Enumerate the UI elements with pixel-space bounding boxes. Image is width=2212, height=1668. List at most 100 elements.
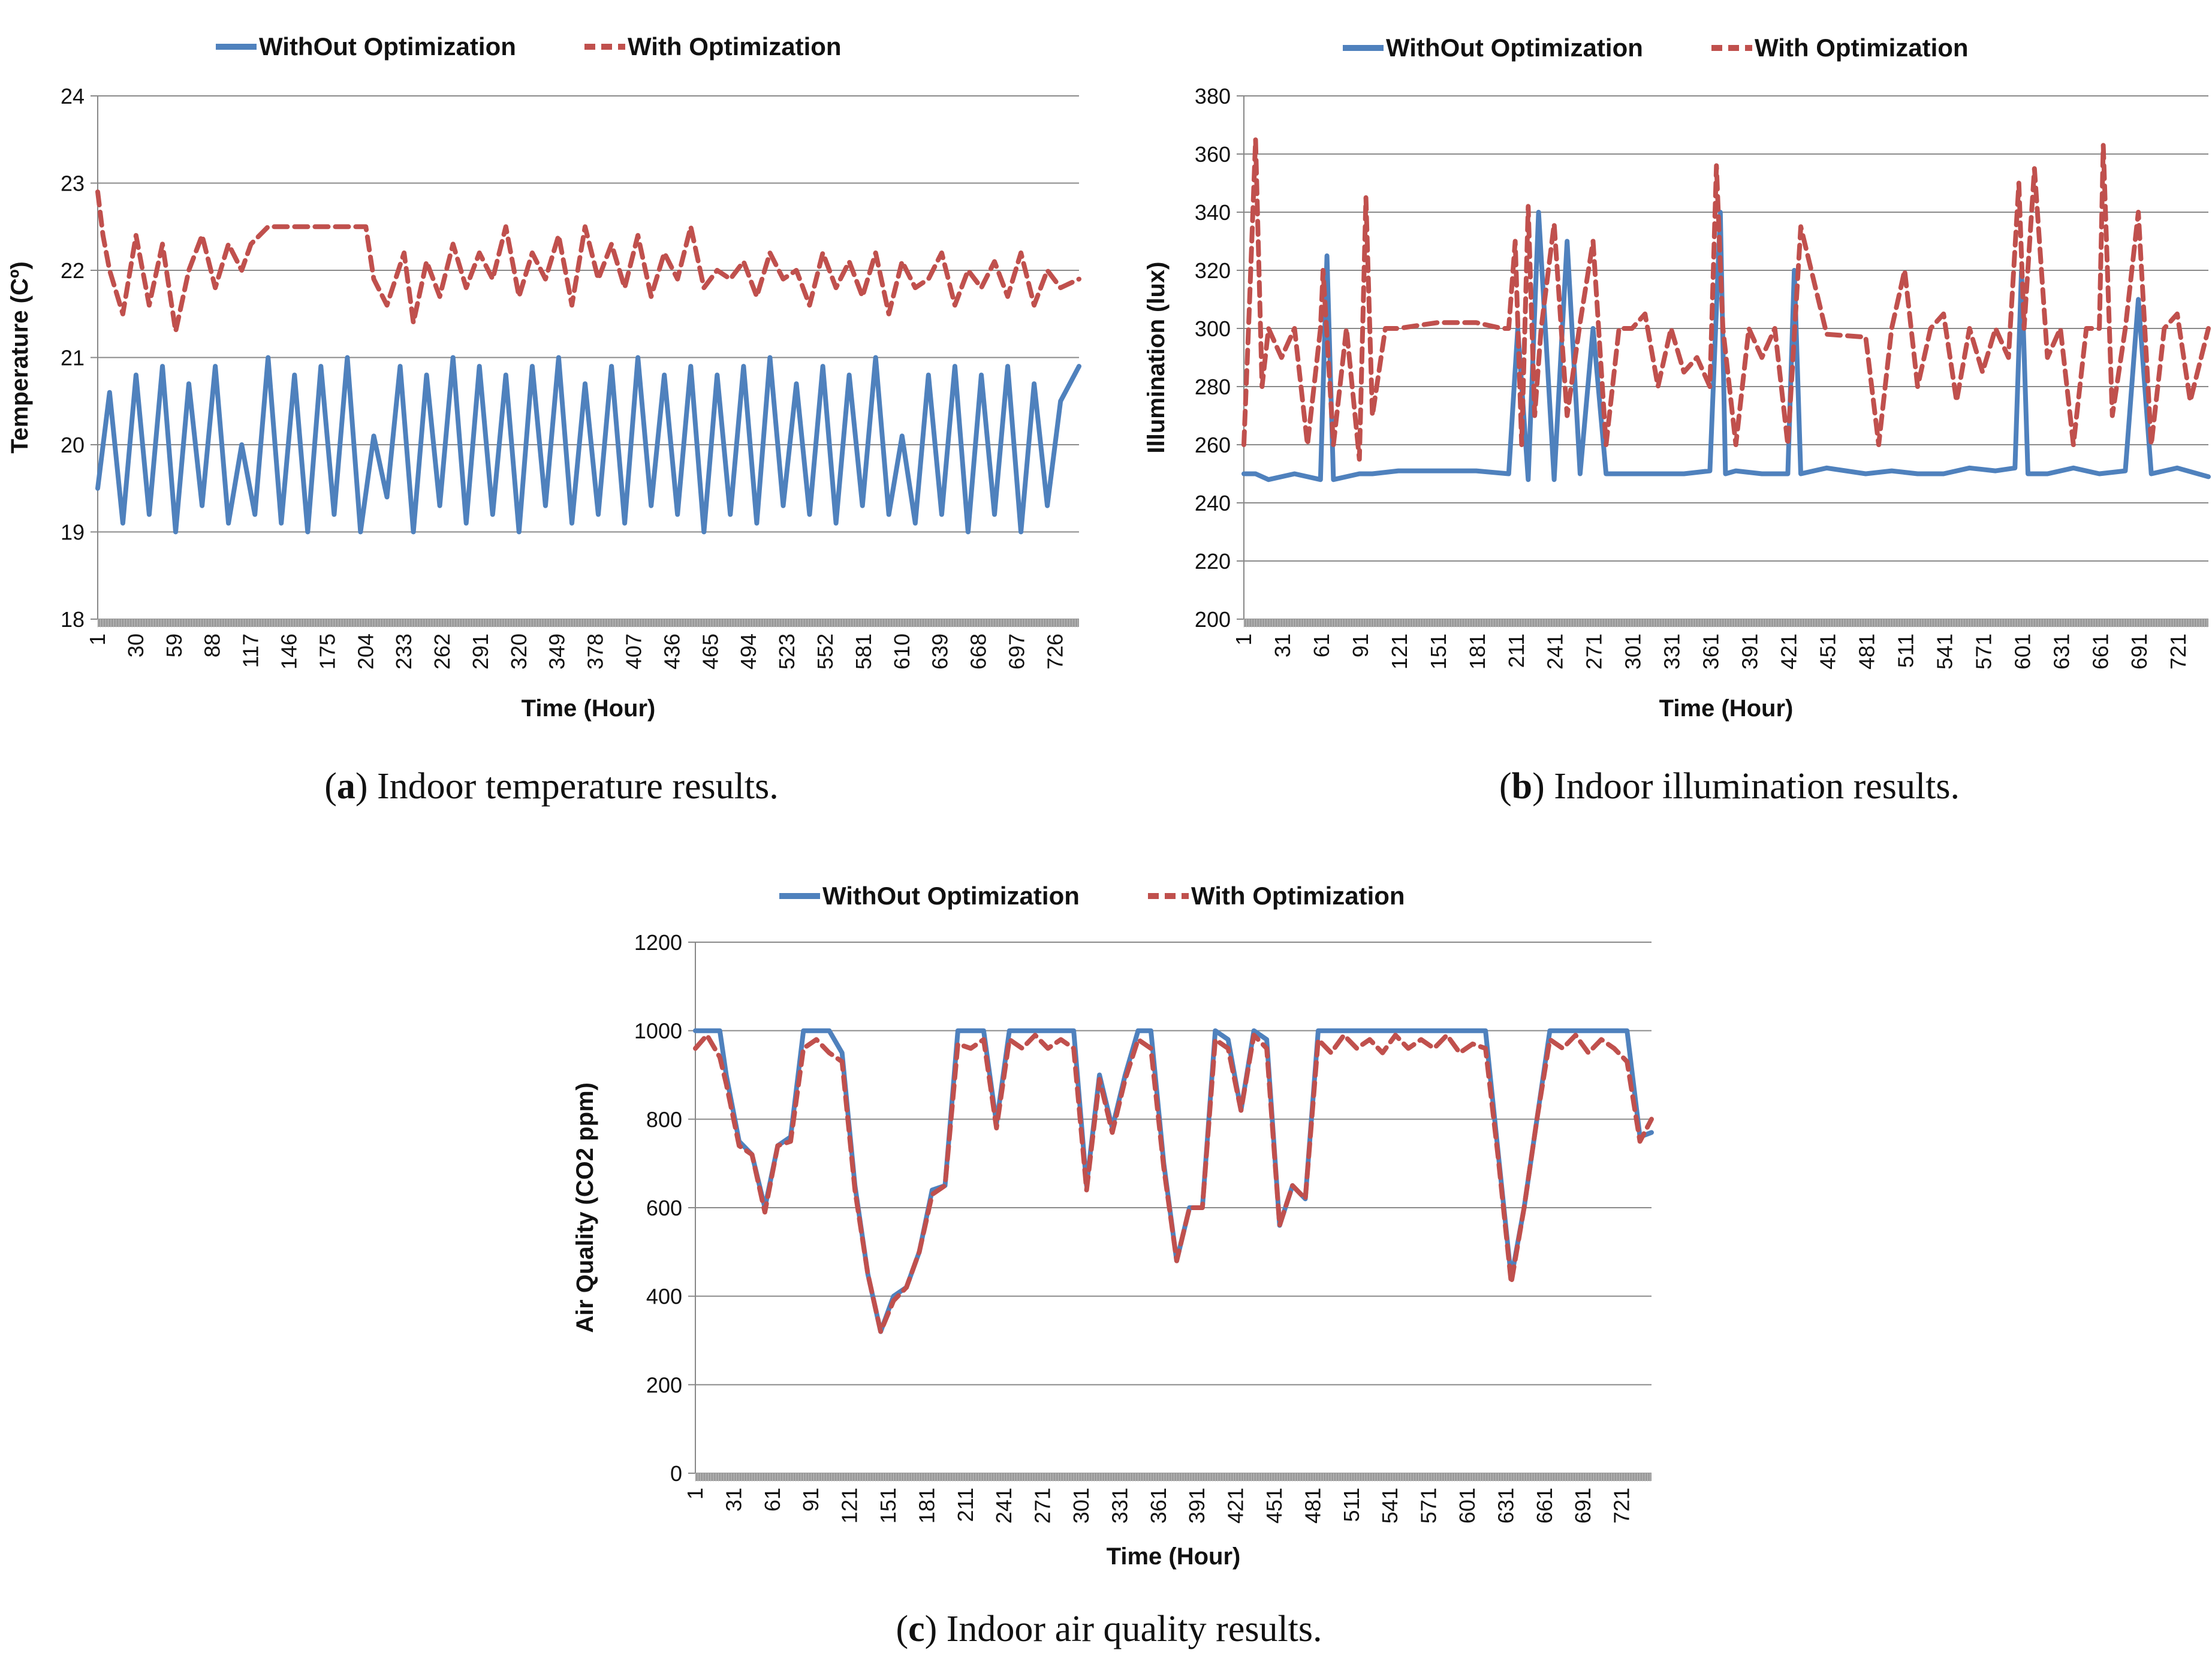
legend-label-with: With Optimization [1191,882,1405,910]
x-tick-label: 91 [1348,634,1373,657]
y-tick-label: 260 [1195,433,1231,457]
y-tick-label: 220 [1195,549,1231,574]
x-tick-label: 121 [837,1488,862,1524]
x-tick-label: 481 [1300,1488,1325,1524]
x-tick-label: 175 [315,634,339,669]
x-tick-label: 639 [928,634,953,669]
x-axis-hour-ticks [97,619,1078,628]
y-tick-label: 380 [1195,84,1231,108]
x-tick-label: 211 [953,1488,978,1522]
x-tick-label: 691 [2127,634,2151,669]
x-tick-label: 30 [123,634,148,657]
x-tick-label: 88 [200,634,225,657]
x-tick-label: 291 [468,634,493,669]
y-tick-label: 360 [1195,142,1231,167]
x-tick-label: 721 [2166,634,2190,669]
x-tick-label: 211 [1504,634,1529,668]
legend-label-without: WithOut Optimization [259,32,516,61]
y-tick-label: 240 [1195,491,1231,515]
y-tick-label: 19 [61,520,85,545]
x-tick-label: 407 [622,634,646,669]
x-tick-label: 301 [1069,1488,1093,1524]
x-tick-label: 241 [1543,634,1568,669]
x-tick-label: 181 [914,1488,939,1524]
y-axis-title: Illumination (lux) [1143,262,1170,454]
x-tick-label: 1 [683,1488,707,1500]
x-tick-label: 691 [1571,1488,1595,1524]
x-axis-title: Time (Hour) [1107,1543,1241,1570]
x-tick-label: 610 [890,634,914,669]
x-tick-label: 601 [1455,1488,1479,1524]
x-tick-label: 1 [1231,634,1256,646]
legend-label-without: WithOut Optimization [1386,34,1643,62]
x-tick-label: 391 [1185,1488,1209,1524]
x-tick-label: 241 [992,1488,1016,1524]
y-tick-label: 0 [670,1461,682,1486]
x-tick-label: 151 [1426,634,1451,669]
panel-caption: (c) Indoor air quality results. [896,1609,1322,1649]
y-tick-label: 22 [61,258,85,283]
y-tick-label: 340 [1195,200,1231,225]
x-tick-label: 301 [1621,634,1646,669]
x-axis-hour-ticks [1243,619,2208,628]
x-tick-label: 523 [774,634,799,669]
x-tick-label: 726 [1042,634,1067,669]
x-tick-label: 61 [1309,634,1334,657]
x-tick-label: 262 [430,634,454,669]
x-tick-label: 31 [1270,634,1295,657]
y-tick-label: 320 [1195,258,1231,283]
x-tick-label: 697 [1004,634,1029,669]
x-axis-hour-ticks [695,1473,1651,1482]
x-tick-label: 320 [507,634,531,669]
x-tick-label: 721 [1610,1488,1634,1524]
legend-label-without: WithOut Optimization [822,882,1080,910]
x-tick-label: 59 [162,634,186,657]
x-tick-label: 151 [876,1488,900,1524]
x-axis-title: Time (Hour) [1659,695,1794,722]
x-tick-label: 436 [659,634,684,669]
x-tick-label: 349 [545,634,569,669]
x-axis-band [1244,619,2208,627]
x-tick-label: 391 [1738,634,1762,669]
x-tick-label: 331 [1107,1488,1132,1524]
panel-a-temperature-chart: WithOut Optimization With Optimization181… [7,32,1081,807]
y-tick-label: 21 [61,346,85,370]
x-tick-label: 421 [1777,634,1801,669]
x-tick-label: 481 [1854,634,1879,669]
y-tick-label: 600 [646,1196,682,1220]
x-tick-label: 1 [85,634,110,646]
x-tick-label: 668 [966,634,991,669]
x-tick-label: 61 [760,1488,785,1512]
x-tick-label: 271 [1582,634,1607,669]
series-line-without-optimization [95,355,1081,535]
x-tick-label: 181 [1465,634,1490,669]
y-tick-label: 200 [1195,607,1231,632]
x-axis-title: Time (Hour) [522,695,656,722]
panel-c-air-quality-chart: WithOut Optimization With Optimization 0 20… [572,882,1654,1649]
x-tick-label: 331 [1660,634,1684,669]
x-tick-label: 552 [813,634,837,669]
x-tick-label: 661 [2088,634,2112,669]
x-tick-label: 146 [276,634,301,669]
y-tick-label: 1200 [634,930,682,955]
series-line-with-optimization [693,1033,1654,1334]
y-tick-label: 20 [61,433,85,457]
series-line-with-optimization [1241,137,2211,462]
x-tick-label: 451 [1262,1488,1286,1524]
x-tick-label: 361 [1699,634,1723,669]
x-tick-label: 451 [1815,634,1840,669]
series-line-with-optimization [95,189,1081,334]
x-tick-label: 91 [798,1488,823,1512]
x-tick-label: 494 [736,634,761,669]
x-axis-band [98,619,1079,627]
panel-caption: (b) Indoor illumination results. [1499,766,1960,807]
panel-b-illumination-chart: WithOut Optimization With Optimization 200… [1143,34,2211,807]
series-line-without-optimization [1241,210,2211,482]
x-tick-label: 511 [1339,1488,1364,1522]
y-tick-label: 400 [646,1284,682,1309]
x-tick-label: 465 [698,634,722,669]
x-tick-label: 571 [1971,634,1996,669]
x-tick-label: 581 [851,634,876,669]
x-tick-label: 631 [2049,634,2074,669]
x-tick-label: 31 [721,1488,746,1512]
